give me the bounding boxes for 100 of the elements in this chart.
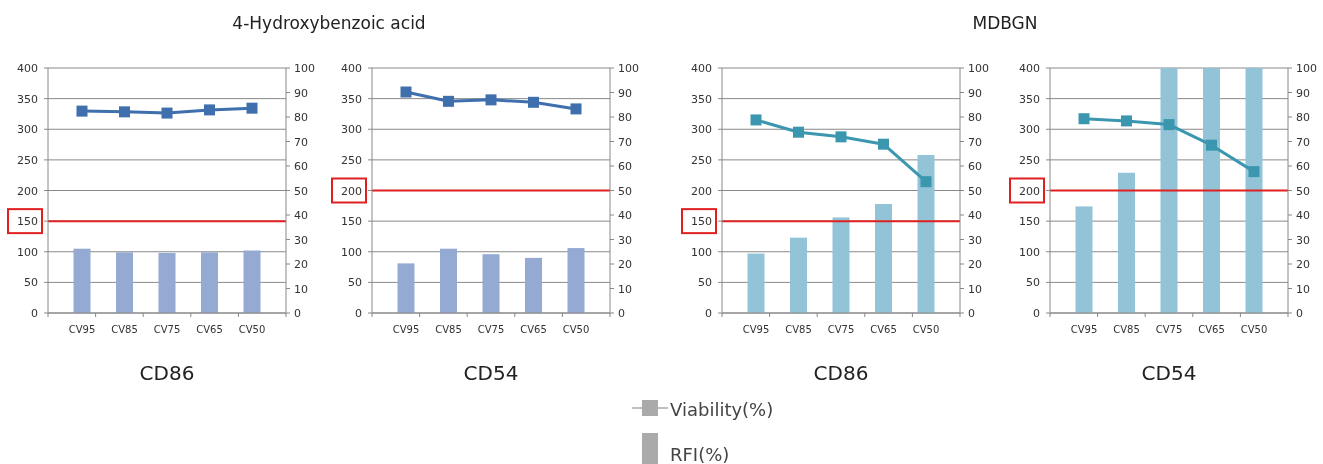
x-tick-label: CV85 — [785, 324, 812, 335]
y2-tick-label: 70 — [968, 135, 982, 149]
point — [485, 94, 497, 106]
y-tick-label: 0 — [31, 307, 38, 320]
bar — [482, 254, 500, 313]
y-tick-label: 250 — [17, 153, 38, 167]
bar — [525, 257, 542, 313]
y2-tick-label: 90 — [1296, 86, 1310, 100]
point — [750, 114, 762, 126]
y-tick-label: 100 — [691, 245, 712, 259]
y2-tick-label: 80 — [618, 111, 632, 124]
y-tick-label: 50 — [1026, 276, 1040, 290]
y2-tick-label: 80 — [968, 111, 982, 124]
y2-tick-label: 40 — [968, 209, 982, 222]
bar — [875, 203, 892, 313]
bar — [1118, 172, 1135, 313]
bar — [1245, 68, 1263, 313]
point — [1206, 139, 1217, 151]
point — [570, 103, 582, 115]
y2-tick-label: 100 — [618, 62, 639, 75]
x-tick-label: CV50 — [238, 324, 266, 335]
y2-tick-label: 50 — [618, 184, 632, 198]
x-tick-label: CV85 — [1113, 324, 1140, 335]
y-tick-label: 300 — [691, 123, 712, 137]
y2-tick-label: 100 — [968, 62, 989, 75]
y-tick-label: 350 — [1019, 92, 1040, 106]
x-tick-label: CV75 — [827, 324, 855, 335]
y2-tick-label: 10 — [618, 282, 632, 296]
x-tick-label: CV95 — [392, 324, 420, 335]
y-tick-label: 200 — [691, 184, 712, 198]
y2-tick-label: 10 — [1296, 282, 1310, 296]
y-tick-label: 400 — [17, 62, 38, 75]
y-tick-label: 250 — [1019, 153, 1040, 167]
bar — [832, 217, 850, 313]
y-tick-label: 100 — [341, 245, 362, 259]
y2-tick-label: 90 — [618, 86, 632, 100]
bar — [1203, 68, 1220, 313]
y2-tick-label: 10 — [968, 282, 982, 296]
y-tick-label: 300 — [1019, 123, 1040, 137]
text: MDBGN — [972, 13, 1038, 33]
bar — [1160, 68, 1178, 313]
point — [1121, 115, 1132, 127]
text: 4-Hydroxybenzoic acid — [232, 13, 426, 33]
x-tick-label: CV85 — [111, 324, 138, 335]
point — [528, 96, 539, 108]
y2-tick-label: 40 — [1296, 209, 1310, 222]
y2-tick-label: 20 — [1296, 258, 1310, 271]
x-tick-label: CV95 — [1070, 324, 1098, 335]
y-tick-label: 150 — [17, 215, 38, 229]
y2-tick-label: 100 — [294, 62, 315, 75]
x-tick-label: CV50 — [912, 324, 940, 335]
y-tick-label: 350 — [17, 92, 38, 106]
point — [400, 86, 412, 98]
x-tick-label: CV95 — [68, 324, 96, 335]
bar — [567, 248, 585, 313]
y-tick-label: 400 — [691, 62, 712, 75]
point — [1163, 119, 1175, 131]
x-tick-label: CV85 — [435, 324, 462, 335]
bar — [747, 253, 765, 313]
x-tick-label: CV65 — [520, 324, 547, 335]
point — [835, 131, 847, 143]
y2-tick-label: 70 — [294, 135, 308, 149]
y2-tick-label: 0 — [968, 307, 975, 320]
y-tick-label: 150 — [341, 215, 362, 229]
y2-tick-label: 50 — [968, 184, 982, 198]
point — [793, 126, 804, 138]
x-tick-label: CV75 — [153, 324, 181, 335]
y-tick-label: 150 — [691, 215, 712, 229]
y-tick-label: 200 — [17, 184, 38, 198]
y-tick-label: 50 — [24, 276, 38, 290]
y2-tick-label: 40 — [618, 209, 632, 222]
y2-tick-label: 60 — [968, 160, 982, 173]
x-tick-label: CV50 — [1240, 324, 1268, 335]
y2-tick-label: 30 — [968, 233, 982, 247]
y2-tick-label: 0 — [1296, 307, 1303, 320]
bar — [397, 263, 415, 313]
y2-tick-label: 50 — [294, 184, 308, 198]
bar — [790, 237, 807, 313]
x-tick-label: CV75 — [1155, 324, 1183, 335]
y2-tick-label: 90 — [294, 86, 308, 100]
x-axis-title: CD86 — [813, 361, 869, 385]
y-tick-label: 300 — [17, 123, 38, 137]
y2-tick-label: 0 — [294, 307, 301, 320]
y2-tick-label: 20 — [618, 258, 632, 271]
y-tick-label: 400 — [341, 62, 362, 75]
y2-tick-label: 30 — [618, 233, 632, 247]
y2-tick-label: 100 — [1296, 62, 1317, 75]
bar — [1075, 206, 1093, 313]
y2-tick-label: 80 — [294, 111, 308, 124]
y-tick-label: 0 — [355, 307, 362, 320]
y-tick-label: 250 — [691, 153, 712, 167]
point — [443, 95, 454, 107]
y2-tick-label: 60 — [1296, 160, 1310, 173]
y2-tick-label: 20 — [294, 258, 308, 271]
y-tick-label: 400 — [1019, 62, 1040, 75]
y2-tick-label: 30 — [1296, 233, 1310, 247]
y-tick-label: 100 — [17, 245, 38, 259]
y-tick-label: 50 — [348, 276, 362, 290]
y-tick-label: 50 — [698, 276, 712, 290]
y-tick-label: 200 — [1019, 184, 1040, 198]
